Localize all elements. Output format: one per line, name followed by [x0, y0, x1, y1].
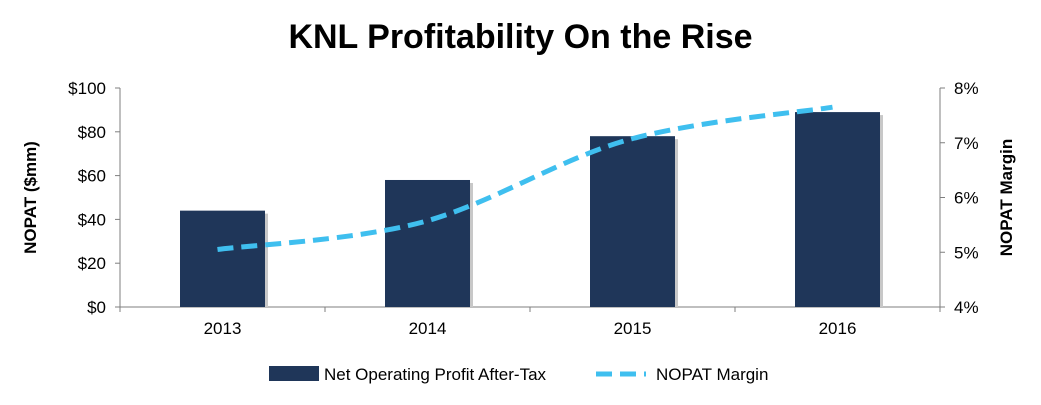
tick-labels: $0 $20 $40 $60 $80 $100 4% 5% 6% 7% 8% 2013 2014 2015… — [68, 79, 978, 338]
legend: Net Operating Profit After-Tax NOPAT Mar… — [269, 365, 768, 384]
chart-title: KNL Profitability On the Rise — [288, 18, 753, 56]
legend-bar-label: Net Operating Profit After-Tax — [324, 365, 547, 384]
bar — [795, 112, 880, 307]
y2-tick-label: 4% — [954, 298, 979, 317]
x-tick-label: 2015 — [614, 319, 652, 338]
bar — [590, 136, 675, 307]
y-tick-label: $100 — [68, 79, 106, 98]
bar — [180, 210, 265, 307]
y2-axis-label: NOPAT Margin — [997, 139, 1016, 256]
legend-line-label: NOPAT Margin — [656, 365, 768, 384]
margin-line — [217, 104, 833, 252]
legend-bar-swatch — [269, 366, 319, 381]
y-tick-label: $40 — [78, 210, 106, 229]
line-series — [217, 104, 833, 252]
y2-tick-label: 7% — [954, 134, 979, 153]
x-tick-label: 2013 — [204, 319, 242, 338]
y-tick-label: $20 — [78, 254, 106, 273]
x-tick-label: 2016 — [819, 319, 857, 338]
y2-tick-label: 5% — [954, 243, 979, 262]
bar-series — [180, 112, 883, 307]
y-axis-label: NOPAT ($mm) — [21, 141, 40, 254]
x-tick-label: 2014 — [409, 319, 447, 338]
y2-tick-label: 8% — [954, 79, 979, 98]
y-tick-label: $60 — [78, 167, 106, 186]
bar — [385, 179, 470, 307]
y-tick-label: $80 — [78, 123, 106, 142]
y2-tick-label: 6% — [954, 189, 979, 208]
y-tick-label: $0 — [87, 298, 106, 317]
